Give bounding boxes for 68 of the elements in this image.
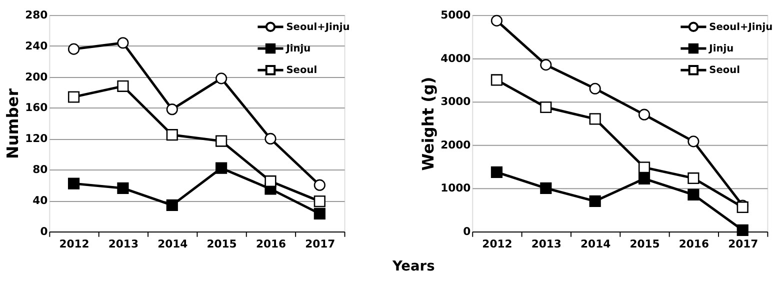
point (314, 196, 326, 208)
point (736, 224, 748, 236)
x-tick-label: 2017 (305, 238, 336, 251)
point (68, 178, 80, 190)
point (264, 132, 276, 145)
point (117, 37, 129, 49)
point (589, 195, 601, 207)
x-tick-label: 2014 (158, 238, 188, 251)
x-tick-label: 2017 (728, 238, 758, 251)
y-tick-label: 0 (463, 224, 471, 238)
point (117, 182, 129, 194)
y-tick-label: 80 (32, 163, 48, 176)
legend-label: Seoul (709, 65, 740, 76)
point (68, 91, 80, 103)
y-tick-label: 120 (25, 132, 48, 146)
legend-label: Jinju (708, 43, 734, 54)
legend-label: Seoul+Jinju (709, 22, 773, 33)
x-tick-label: 2015 (206, 238, 237, 251)
point (264, 175, 276, 188)
point (589, 113, 601, 125)
point (216, 72, 228, 84)
point (589, 82, 601, 94)
y-tick-label: 40 (32, 194, 48, 207)
legend-label: Seoul (286, 65, 318, 76)
x-axis-title: Years (391, 258, 435, 274)
point (540, 101, 552, 114)
y-tick-label: 280 (25, 8, 48, 22)
point (540, 59, 552, 71)
point (117, 80, 129, 92)
y-tick-label: 4000 (440, 52, 471, 65)
y-axis-title: Weight (g) (418, 76, 438, 171)
y-tick-label: 200 (25, 70, 48, 84)
point (638, 108, 650, 120)
y-axis-title: Number (3, 88, 22, 159)
x-tick-label: 2015 (630, 238, 660, 251)
point (638, 162, 650, 174)
legend-label: Jinju (285, 43, 311, 54)
y-tick-label: 1000 (440, 182, 471, 195)
point (688, 172, 700, 184)
x-tick-label: 2012 (482, 238, 512, 251)
x-tick-label: 2013 (108, 238, 138, 251)
point (490, 74, 503, 86)
point (638, 172, 650, 184)
y-tick-label: 5000 (440, 8, 471, 22)
point (540, 182, 552, 194)
point (166, 104, 178, 116)
point (216, 135, 228, 147)
legend-label: Seoul+Jinju (286, 22, 350, 33)
y-tick-label: 160 (25, 101, 48, 114)
point (490, 14, 503, 26)
point (688, 136, 700, 148)
y-tick-label: 0 (40, 224, 48, 238)
point (166, 199, 178, 211)
point (490, 166, 503, 178)
point (688, 188, 700, 200)
point (216, 162, 228, 174)
x-tick-label: 2012 (59, 238, 90, 251)
point (166, 129, 178, 141)
y-tick-label: 240 (25, 39, 48, 52)
y-tick-label: 3000 (440, 95, 471, 108)
point (68, 43, 80, 55)
point (314, 179, 326, 191)
point (314, 208, 326, 220)
x-tick-label: 2016 (256, 238, 286, 251)
x-tick-label: 2013 (531, 238, 562, 251)
y-tick-label: 2000 (440, 138, 471, 152)
x-tick-label: 2016 (678, 238, 709, 251)
x-tick-label: 2014 (580, 238, 612, 251)
